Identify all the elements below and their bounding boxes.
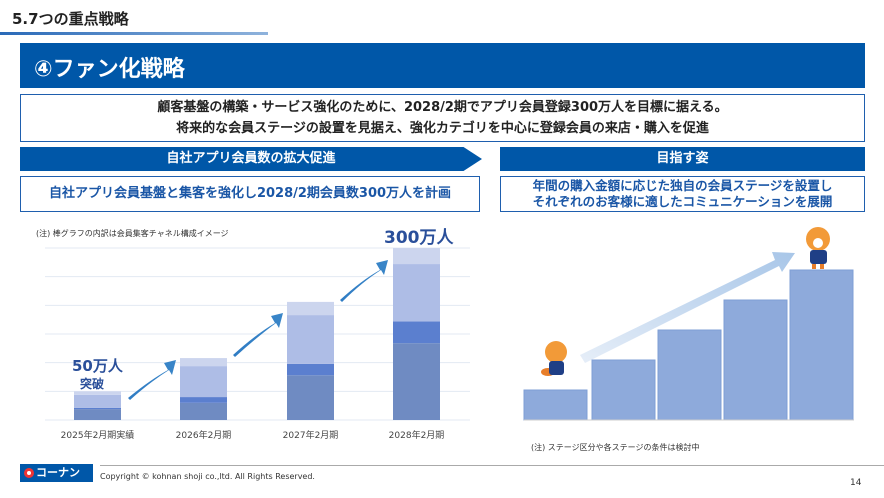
right-subtitle-line: 年間の購入金額に応じた独自の会員ステージを設置し bbox=[532, 178, 833, 193]
growth-arrow bbox=[233, 313, 283, 357]
summary-box: 顧客基盤の構築・サービス強化のために、2028/2期でアプリ会員登録300万人を… bbox=[20, 94, 865, 142]
bar-segment bbox=[180, 358, 227, 367]
bar-segment bbox=[287, 363, 334, 376]
copyright: Copyright © kohnan shoji co.,ltd. All Ri… bbox=[100, 472, 315, 481]
mascot-icon bbox=[806, 227, 830, 269]
bar-segment bbox=[393, 264, 440, 322]
right-subtitle-line: それぞれのお客様に適したコミュニケーションを展開 bbox=[532, 194, 833, 209]
left-subtitle: 自社アプリ会員基盤と集客を強化し2028/2期会員数300万人を計画 bbox=[20, 176, 480, 212]
growth-arrows bbox=[128, 260, 388, 400]
bar-segment bbox=[74, 409, 121, 420]
stage-bar bbox=[523, 389, 588, 421]
section-title: 5.7つの重点戦略 bbox=[12, 10, 129, 28]
x-tick-label: 2028年2月期 bbox=[389, 429, 445, 441]
bar-segment bbox=[180, 366, 227, 398]
end-label: 300万人 bbox=[384, 228, 454, 248]
bar-segment bbox=[74, 394, 121, 408]
right-header: 目指す姿 bbox=[500, 147, 865, 171]
bar-segment bbox=[287, 301, 334, 316]
footer-divider bbox=[100, 465, 884, 466]
mascot-icon bbox=[541, 341, 567, 376]
bar-segment bbox=[393, 248, 440, 265]
bar-segment bbox=[287, 375, 334, 420]
bar-segment bbox=[74, 407, 121, 410]
bar-segment bbox=[287, 315, 334, 364]
section-underline bbox=[0, 32, 268, 35]
bar-segment bbox=[180, 397, 227, 403]
chart-note: (注) 棒グラフの内訳は会員集客チャネル構成イメージ bbox=[36, 229, 229, 238]
x-tick-label: 2027年2月期 bbox=[283, 429, 339, 441]
strategy-banner: ④ファン化戦略 bbox=[20, 43, 865, 88]
x-tick-label: 2025年2月期実績 bbox=[61, 429, 135, 441]
bar-segment bbox=[180, 402, 227, 420]
summary-line: 将来的な会員ステージの設置を見据え、強化カテゴリを中心に登録会員の来店・購入を促… bbox=[176, 121, 709, 136]
right-subtitle: 年間の購入金額に応じた独自の会員ステージを設置し それぞれのお客様に適したコミュ… bbox=[500, 176, 865, 212]
logo-mark-icon bbox=[24, 468, 34, 478]
summary-line: 顧客基盤の構築・サービス強化のために、2028/2期でアプリ会員登録300万人を… bbox=[157, 100, 728, 115]
growth-arrow bbox=[128, 360, 176, 400]
page-number: 14 bbox=[850, 478, 862, 488]
stage-bar bbox=[789, 269, 854, 421]
bar-segment bbox=[393, 343, 440, 420]
stage-note: (注) ステージ区分や各ステージの条件は検討中 bbox=[531, 443, 700, 452]
company-logo: コーナン bbox=[20, 464, 93, 482]
stage-bar bbox=[591, 359, 656, 421]
growth-arrow bbox=[340, 260, 388, 302]
stage-arrow bbox=[580, 252, 795, 363]
start-label-2: 突破 bbox=[80, 376, 104, 391]
x-tick-label: 2026年2月期 bbox=[176, 429, 232, 441]
left-header: 自社アプリ会員数の拡大促進 bbox=[20, 147, 482, 171]
member-chart: 2025年2月期実績 2026年2月期 2027年2月期 2028年2月期 50万人 … bbox=[45, 227, 854, 441]
stage-bar bbox=[657, 329, 722, 421]
stage-bar bbox=[723, 299, 788, 421]
start-label: 50万人 bbox=[72, 357, 124, 375]
bar-segment bbox=[74, 391, 121, 395]
bar-segment bbox=[393, 321, 440, 344]
